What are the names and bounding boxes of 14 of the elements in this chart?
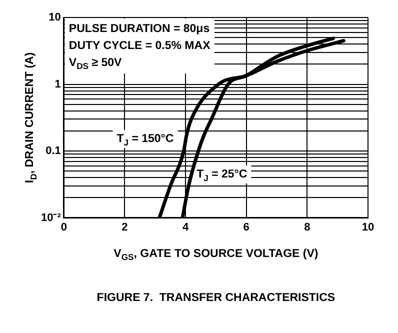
text: FIGURE 7. TRANSFER CHARACTERISTICS	[96, 292, 336, 304]
y-tick-label: 10	[48, 12, 61, 24]
annotation: PULSE DURATION = 80μs	[68, 22, 210, 35]
x-tick-label: 4	[182, 221, 190, 234]
y-axis-title: ID, DRAIN CURRENT (A)	[24, 52, 38, 184]
x-tick-label: 6	[243, 221, 250, 234]
x-tick-label: 10	[362, 221, 374, 234]
x-tick-label: 2	[122, 221, 128, 234]
y-tick-label: 0.1	[46, 145, 61, 158]
annotation: DUTY CYCLE = 0.5% MAX	[68, 40, 211, 52]
y-tick-label: 10⁻²	[40, 212, 62, 224]
x-tick-label: 8	[304, 221, 310, 234]
x-tick-label: 0	[60, 221, 67, 234]
y-tick-label: 1	[54, 78, 61, 90]
